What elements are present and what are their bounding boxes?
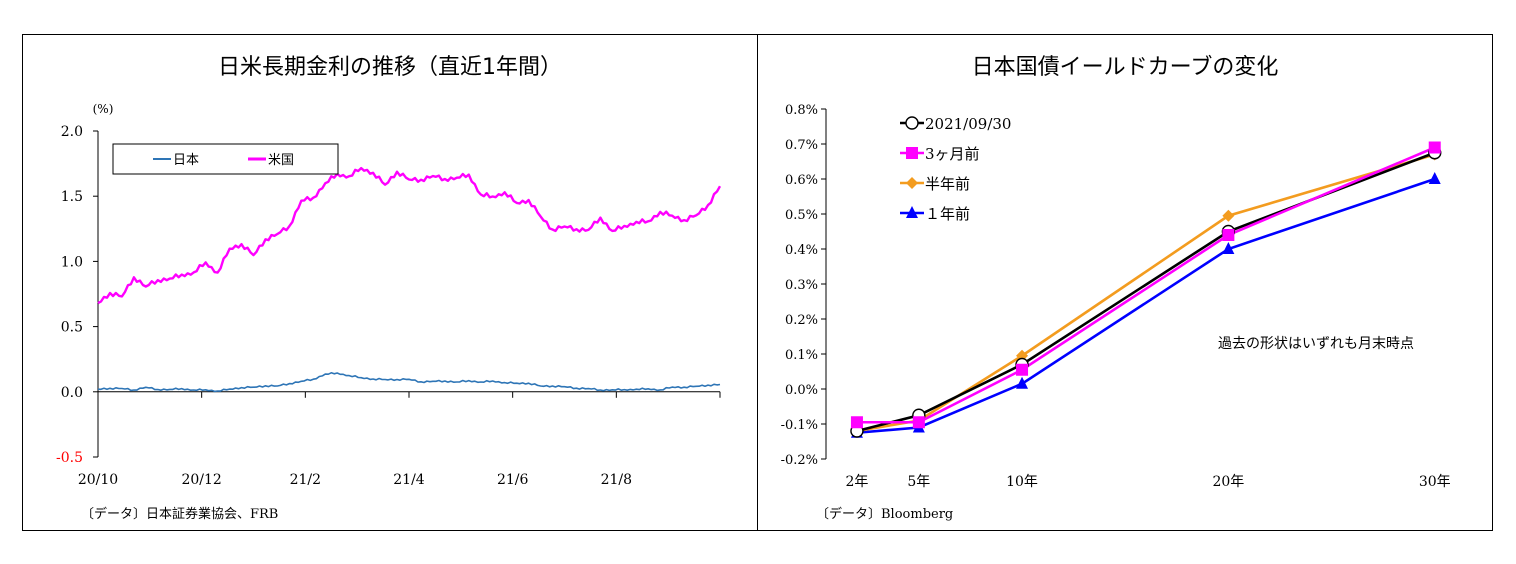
y-tick-label: 0.1% — [785, 348, 818, 363]
data-point-3-months-ago — [912, 416, 925, 429]
y-tick-label: -0.5 — [56, 450, 83, 466]
y-tick-label: 0.2% — [785, 313, 818, 328]
x-tick-label: 21/4 — [393, 472, 425, 488]
legend-label-half-year-ago: 半年前 — [925, 175, 970, 193]
us-japan-long-term-rate-panel: 日米長期金利の推移（直近1年間） 2.0 1.5 1.0 0.5 0.0 -0.5 (%) 2… — [22, 34, 758, 531]
x-tick-label: 21/6 — [497, 472, 529, 488]
y-tick-label: 1.5 — [61, 189, 83, 205]
x-tick-label: 10年 — [1006, 474, 1038, 490]
x-tick-label: 30年 — [1419, 474, 1451, 490]
data-point-half-year-ago — [1222, 209, 1235, 222]
y-tick-label: 0.6% — [785, 173, 818, 188]
series-line-2021-09-30 — [856, 151, 1436, 433]
legend-label-3-months-ago: 3ヶ月前 — [925, 145, 980, 163]
yield-curve-chart: 0.8% 0.7% 0.6% 0.5% 0.4% 0.3% 0.2% 0.1% 0.0% -0.1… — [781, 103, 1451, 490]
chart-annotation: 過去の形状はいずれも月末時点 — [1218, 336, 1414, 352]
x-tick-label: 20/10 — [78, 472, 118, 488]
source-note-left: 〔データ〕日本証券業協会、FRB — [81, 507, 279, 522]
x-tick-label: 20年 — [1212, 474, 1244, 490]
chart-title-right: 日本国債イールドカーブの変化 — [971, 55, 1279, 80]
series-line-half-year-ago — [856, 153, 1436, 433]
data-point-1-year-ago — [1428, 172, 1441, 184]
legend-label-1-year-ago: １年前 — [925, 205, 970, 223]
x-tick-label: 2年 — [845, 474, 868, 490]
y-tick-label: 0.4% — [785, 243, 818, 258]
series-line-japan — [97, 372, 721, 393]
legend-marker-2021-09-30 — [905, 116, 919, 130]
y-tick-label: 0.5 — [61, 320, 83, 336]
y-tick-label: -0.1% — [781, 418, 818, 433]
y-tick-label: 2.0 — [61, 124, 83, 140]
data-point-1-year-ago — [1222, 242, 1235, 254]
data-point-3-months-ago — [1222, 229, 1235, 241]
legend-label-us: 米国 — [268, 153, 294, 168]
legend-marker-3-months-ago — [906, 147, 918, 159]
legend-marker-half-year-ago — [906, 177, 918, 189]
x-tick-label: 21/8 — [601, 472, 632, 488]
data-point-3-months-ago — [1016, 363, 1029, 376]
source-note-right: 〔データ〕Bloomberg — [816, 507, 954, 522]
legend-label-2021-09-30: 2021/09/30 — [925, 115, 1011, 133]
y-axis-unit: (%) — [93, 102, 114, 116]
legend-label-japan: 日本 — [173, 153, 199, 168]
legend-marker-1-year-ago — [906, 206, 918, 218]
jgb-yield-curve-panel: 日本国債イールドカーブの変化 0.8% 0.7% 0.6% 0.5% 0.4% 0.3% 0… — [757, 34, 1493, 531]
x-tick-label: 21/2 — [290, 472, 321, 488]
y-tick-label: -0.2% — [781, 453, 818, 468]
data-point-3-months-ago — [1428, 141, 1441, 154]
y-tick-label: 0.8% — [785, 103, 818, 118]
legend-box — [112, 143, 339, 175]
y-tick-label: 0.5% — [785, 208, 818, 223]
series-line-us — [97, 166, 722, 305]
rates-line-chart: 2.0 1.5 1.0 0.5 0.0 -0.5 (%) 20/10 20/12 21/2 21/4… — [56, 102, 722, 488]
y-tick-label: 0.3% — [785, 278, 818, 293]
data-point-1-year-ago — [1016, 376, 1029, 389]
y-tick-label: 0.0% — [785, 383, 818, 398]
chart-title-left: 日米長期金利の推移（直近1年間） — [218, 55, 562, 80]
data-point-3-months-ago — [850, 416, 863, 429]
x-tick-label: 20/12 — [181, 472, 221, 488]
y-tick-label: 0.0 — [61, 385, 83, 401]
y-tick-label: 1.0 — [61, 254, 83, 270]
y-tick-label: 0.7% — [785, 138, 818, 153]
x-tick-label: 5年 — [907, 474, 930, 490]
